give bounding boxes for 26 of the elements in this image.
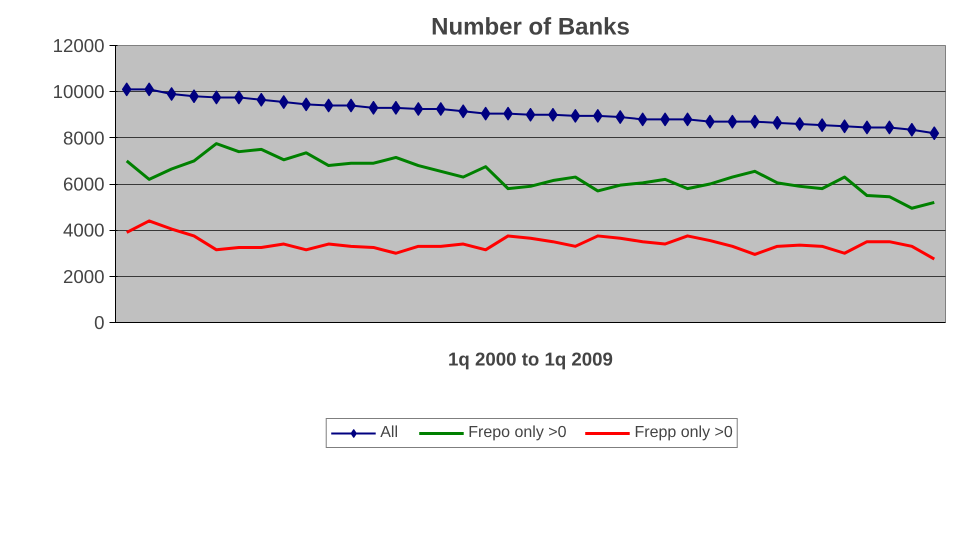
point: [301, 97, 312, 112]
y-tick-label: 0: [94, 312, 105, 333]
legend-label: Frepp only >0: [634, 424, 733, 442]
point: [615, 110, 626, 124]
y-tick-label: 6000: [62, 174, 105, 194]
point: [278, 95, 289, 110]
point: [436, 102, 446, 116]
x-axis-title: 1q 2000 to 1q 2009: [448, 348, 613, 370]
point: [750, 114, 760, 129]
chart-title: Number of Banks: [431, 14, 630, 40]
point: [794, 116, 805, 131]
legend-label: All: [380, 424, 399, 442]
point: [772, 116, 782, 130]
point: [458, 104, 468, 118]
line-series: [125, 219, 936, 261]
point: [122, 82, 132, 96]
point: [256, 92, 266, 107]
y-tick-label: 10000: [52, 81, 105, 102]
point: [592, 108, 603, 123]
y-tick-label: 8000: [62, 127, 105, 148]
y-tick-label: 2000: [62, 266, 105, 287]
y-tick-label: 4000: [62, 220, 105, 241]
legend-label: Frepo only >0: [468, 424, 566, 442]
line-series: [125, 142, 936, 210]
point: [929, 126, 940, 140]
y-tick-label: 12000: [52, 35, 105, 56]
